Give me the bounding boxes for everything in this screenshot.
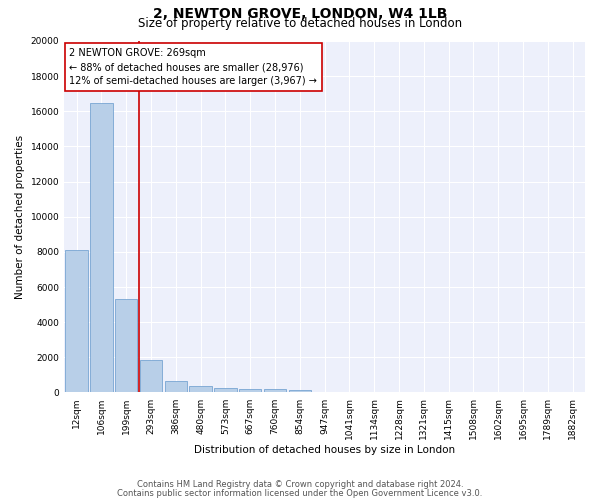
- Text: 2, NEWTON GROVE, LONDON, W4 1LB: 2, NEWTON GROVE, LONDON, W4 1LB: [153, 8, 447, 22]
- Bar: [140, 360, 162, 392]
- Bar: [289, 390, 311, 392]
- Bar: [239, 388, 262, 392]
- Bar: [65, 250, 88, 392]
- Text: Size of property relative to detached houses in London: Size of property relative to detached ho…: [138, 18, 462, 30]
- Bar: [115, 300, 137, 392]
- Y-axis label: Number of detached properties: Number of detached properties: [15, 134, 25, 299]
- Bar: [214, 388, 236, 392]
- Bar: [90, 102, 113, 393]
- Text: Contains HM Land Registry data © Crown copyright and database right 2024.: Contains HM Land Registry data © Crown c…: [137, 480, 463, 489]
- Text: 2 NEWTON GROVE: 269sqm
← 88% of detached houses are smaller (28,976)
12% of semi: 2 NEWTON GROVE: 269sqm ← 88% of detached…: [70, 48, 317, 86]
- X-axis label: Distribution of detached houses by size in London: Distribution of detached houses by size …: [194, 445, 455, 455]
- Bar: [264, 390, 286, 392]
- Bar: [190, 386, 212, 392]
- Text: Contains public sector information licensed under the Open Government Licence v3: Contains public sector information licen…: [118, 488, 482, 498]
- Bar: [164, 381, 187, 392]
